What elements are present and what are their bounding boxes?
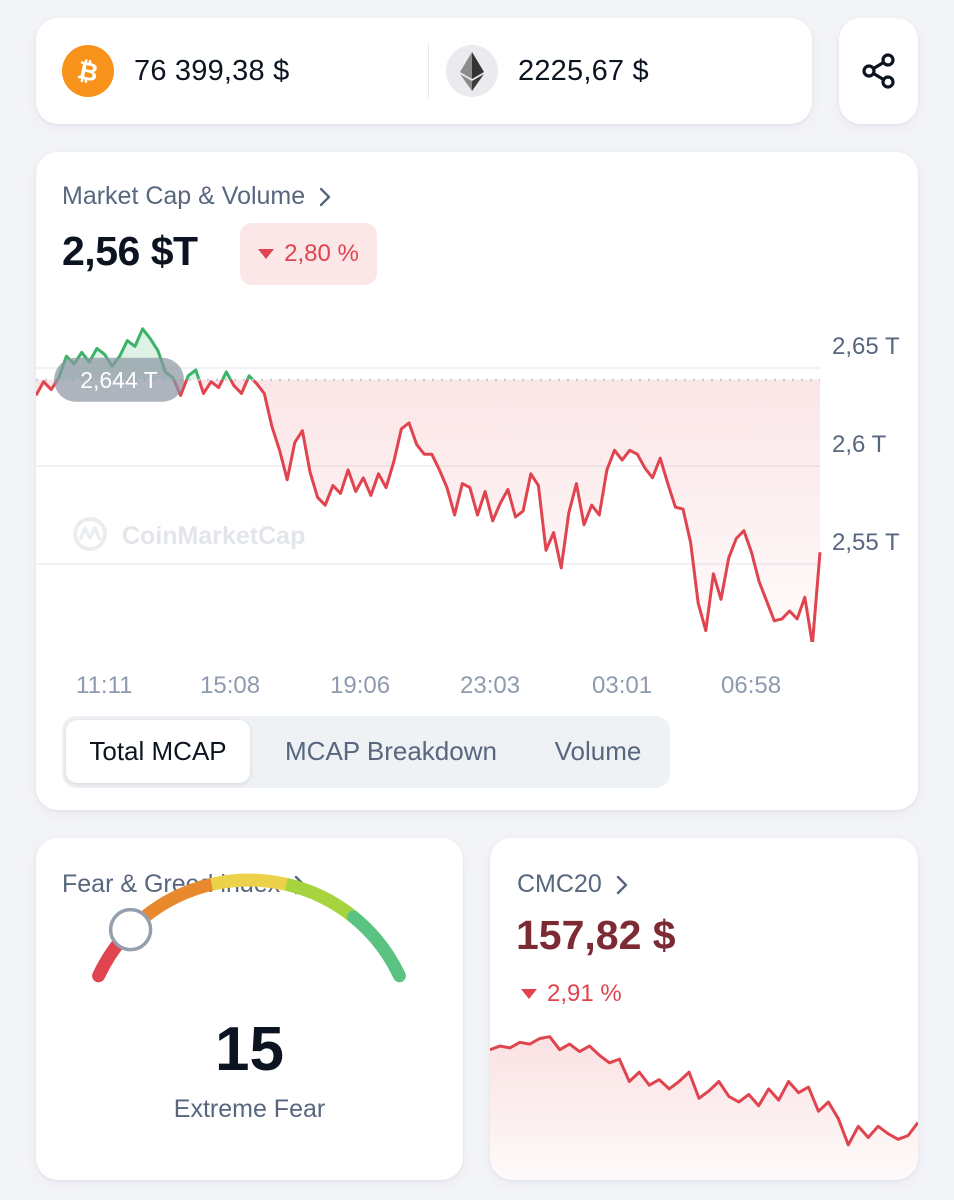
y-tick-label: 2,6 T xyxy=(832,431,887,458)
fear-greed-card[interactable]: Fear & Greed index 15 Extreme Fear xyxy=(36,838,463,1180)
cmc20-title-link[interactable]: CMC20 xyxy=(517,870,628,899)
fear-greed-gauge xyxy=(92,873,406,983)
cmc20-area xyxy=(490,1036,918,1180)
market-cap-title: Market Cap & Volume xyxy=(62,182,306,210)
reference-value-label: 2,644 T xyxy=(80,367,158,393)
x-tick-label: 11:11 xyxy=(76,672,133,699)
y-tick-label: 2,65 T xyxy=(832,333,900,360)
price-ticker-bar: ₿ 76 399,38 $ 2225,67 $ xyxy=(36,18,812,124)
cmc20-chart[interactable] xyxy=(490,1008,918,1180)
coinmarketcap-watermark: CoinMarketCap xyxy=(73,517,305,551)
svg-text:₿: ₿ xyxy=(75,56,101,86)
cmc20-change: 2,91 % xyxy=(521,980,622,1008)
gauge-segment-greed xyxy=(284,877,358,923)
fear-greed-value: 15 xyxy=(215,1015,284,1084)
loss-line xyxy=(36,379,822,642)
caret-down-icon xyxy=(521,989,537,999)
x-tick-label: 06:58 xyxy=(721,672,782,699)
cmc20-line xyxy=(490,1035,918,1147)
gauge-indicator xyxy=(108,907,153,952)
chevron-right-icon xyxy=(616,875,627,894)
btc-price: 76 399,38 $ xyxy=(134,54,290,87)
tab-mcap-breakdown[interactable]: MCAP Breakdown xyxy=(285,736,497,766)
fear-greed-label: Extreme Fear xyxy=(173,1095,326,1123)
x-tick-label: 19:06 xyxy=(330,672,391,699)
x-tick-label: 23:03 xyxy=(460,672,521,699)
market-cap-chart[interactable]: CoinMarketCap 2,644 T xyxy=(36,302,918,642)
eth-ticker[interactable]: 2225,67 $ xyxy=(446,45,649,97)
chevron-right-icon xyxy=(319,187,331,206)
gauge-segment-fear xyxy=(140,877,214,923)
chart-tab-bar: Total MCAP MCAP Breakdown Volume xyxy=(62,716,670,788)
cmc20-series xyxy=(490,1035,918,1180)
market-cap-card: Market Cap & Volume 2,56 $T 2,80 % xyxy=(36,152,918,810)
tab-total-mcap[interactable]: Total MCAP xyxy=(66,720,250,783)
ethereum-icon xyxy=(446,45,498,97)
gauge-segment-neutral xyxy=(210,873,288,891)
cmc20-card[interactable]: CMC20 157,82 $ 2,91 % xyxy=(490,838,918,1180)
market-cap-value: 2,56 $T xyxy=(62,228,198,274)
eth-price: 2225,67 $ xyxy=(518,54,649,87)
btc-ticker[interactable]: ₿ 76 399,38 $ xyxy=(62,45,289,97)
x-tick-label: 03:01 xyxy=(592,672,653,699)
watermark-text: CoinMarketCap xyxy=(122,522,305,550)
share-button[interactable] xyxy=(839,18,918,124)
caret-down-icon xyxy=(258,249,275,259)
cmc20-price: 157,82 $ xyxy=(516,912,676,958)
market-cap-change-badge: 2,80 % xyxy=(240,223,377,285)
bitcoin-icon: ₿ xyxy=(62,45,114,97)
cmc20-change-value: 2,91 % xyxy=(547,980,622,1007)
gauge-segment-extreme-greed xyxy=(347,910,406,983)
ticker-divider xyxy=(428,44,429,98)
loss-area xyxy=(36,379,820,642)
tab-volume[interactable]: Volume xyxy=(554,736,642,766)
market-cap-change: 2,80 % xyxy=(284,240,359,267)
x-tick-label: 15:08 xyxy=(200,672,261,699)
reference-value-pill: 2,644 T xyxy=(54,357,184,402)
share-icon xyxy=(861,53,895,89)
market-cap-title-link[interactable]: Market Cap & Volume xyxy=(62,182,331,211)
y-tick-label: 2,55 T xyxy=(832,529,900,556)
cmc20-title: CMC20 xyxy=(517,870,602,898)
